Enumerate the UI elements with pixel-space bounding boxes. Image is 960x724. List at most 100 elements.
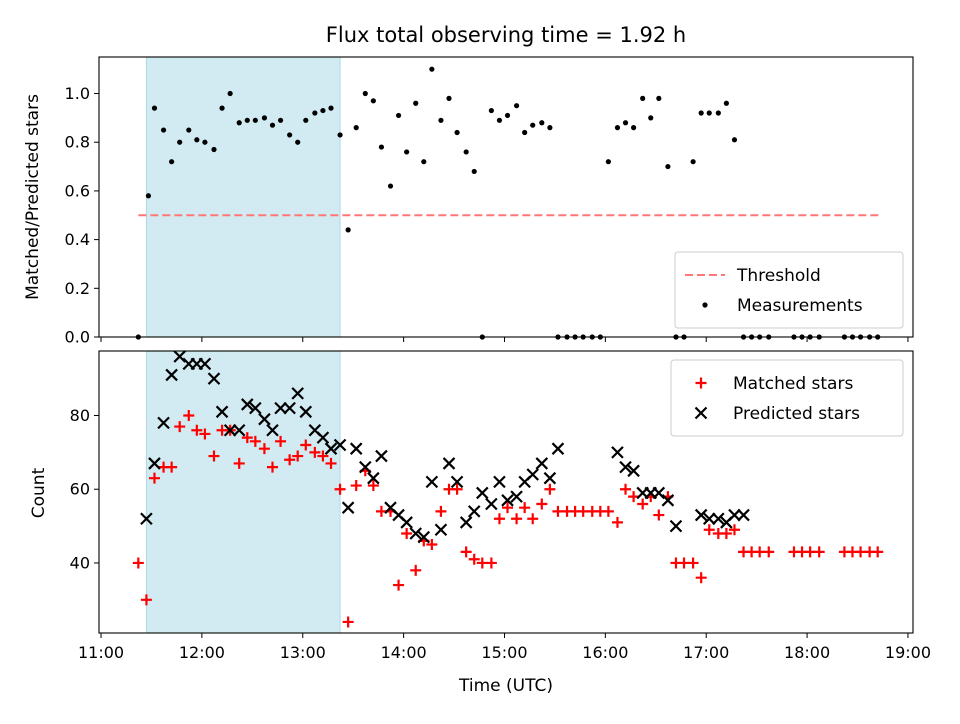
- data-point: [527, 513, 539, 525]
- y-tick-label: 0.8: [65, 133, 90, 152]
- data-point: [277, 117, 284, 123]
- x-tick-label: 18:00: [784, 643, 830, 662]
- data-point: [375, 449, 388, 463]
- data-point: [611, 446, 624, 459]
- data-point: [656, 95, 662, 101]
- data-point: [504, 112, 511, 119]
- data-point: [186, 127, 192, 133]
- data-point: [648, 115, 654, 121]
- data-point: [227, 90, 233, 97]
- data-point: [215, 405, 229, 419]
- series-matched-stars: [132, 410, 884, 628]
- top-y-axis-label: Matched/Predicted stars: [23, 94, 43, 300]
- data-point: [295, 139, 301, 145]
- data-point: [233, 457, 245, 469]
- data-point: [240, 398, 254, 411]
- y-tick-label: 60: [70, 480, 90, 499]
- data-point: [287, 132, 293, 138]
- data-point: [695, 572, 707, 584]
- data-point: [421, 159, 427, 165]
- data-point: [284, 454, 296, 466]
- data-point: [463, 149, 469, 155]
- data-point: [485, 557, 497, 569]
- legend-label: Threshold: [736, 266, 821, 286]
- data-point: [653, 509, 665, 521]
- data-point: [446, 95, 452, 101]
- data-point: [872, 546, 884, 558]
- data-point: [652, 486, 666, 500]
- data-point: [530, 122, 536, 128]
- data-point: [619, 460, 632, 474]
- data-point: [283, 401, 296, 415]
- data-point: [454, 129, 460, 136]
- data-point: [169, 159, 175, 165]
- data-point: [173, 350, 186, 363]
- x-tick-label: 19:00: [885, 643, 931, 662]
- data-point: [345, 227, 351, 233]
- data-point: [274, 401, 287, 415]
- data-point: [544, 483, 556, 495]
- data-point: [320, 107, 326, 114]
- data-point: [640, 95, 646, 101]
- data-point: [199, 428, 211, 440]
- data-point: [737, 508, 750, 522]
- x-tick-label: 13:00: [280, 643, 326, 662]
- data-point: [459, 516, 473, 529]
- legend-label: Matched stars: [733, 374, 853, 394]
- data-point: [425, 475, 439, 489]
- data-point: [300, 439, 312, 451]
- data-point: [177, 139, 183, 145]
- data-point: [417, 530, 431, 544]
- data-point: [266, 423, 279, 437]
- data-point: [367, 480, 379, 492]
- data-point: [665, 163, 671, 170]
- data-point: [409, 527, 423, 540]
- data-point: [145, 193, 152, 199]
- legend-label: Predicted stars: [733, 404, 860, 424]
- x-tick-label: 16:00: [582, 643, 628, 662]
- data-point: [702, 512, 716, 526]
- data-point: [690, 159, 696, 165]
- data-point: [628, 491, 640, 503]
- data-point: [614, 125, 621, 131]
- data-point: [342, 616, 354, 628]
- data-point: [522, 129, 528, 136]
- data-point: [496, 117, 503, 123]
- data-point: [413, 100, 419, 106]
- data-point: [404, 149, 410, 155]
- data-point: [450, 475, 464, 489]
- data-point: [328, 105, 334, 111]
- data-point: [232, 423, 246, 437]
- data-point: [539, 120, 545, 126]
- y-tick-label: 80: [70, 406, 90, 425]
- data-point: [148, 472, 160, 484]
- data-point: [324, 442, 338, 455]
- y-tick-label: 0.2: [65, 279, 90, 298]
- data-point: [349, 442, 363, 455]
- data-point: [435, 505, 447, 517]
- legend-key-marker: [702, 302, 708, 308]
- data-point: [291, 387, 304, 400]
- x-axis-label: Time (UTC): [458, 676, 553, 696]
- data-point: [485, 497, 498, 511]
- data-point: [627, 464, 640, 478]
- data-point: [622, 120, 629, 126]
- data-point: [266, 461, 278, 473]
- panel-ratio: 0.0 0.2 0.4 0.6 0.8 1.0 Threshold Measurements: [65, 56, 914, 347]
- data-point: [258, 443, 270, 455]
- data-point: [132, 557, 144, 569]
- data-point: [611, 516, 623, 528]
- data-point: [715, 110, 721, 116]
- data-point: [551, 442, 565, 455]
- data-point: [400, 516, 413, 529]
- data-point: [602, 505, 614, 517]
- bottom-y-axis-label: Count: [29, 467, 49, 518]
- chart-title: Flux total observing time = 1.92 h: [326, 23, 686, 47]
- data-point: [451, 483, 463, 495]
- data-point: [208, 450, 220, 462]
- data-point: [669, 519, 683, 533]
- data-point: [219, 105, 225, 111]
- data-point: [442, 457, 456, 470]
- data-point: [395, 112, 402, 119]
- x-tick-label: 15:00: [481, 643, 527, 662]
